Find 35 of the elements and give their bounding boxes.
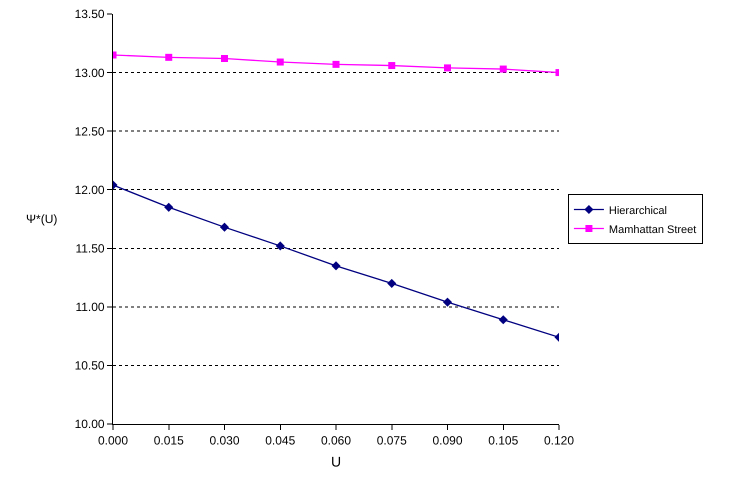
point: [276, 58, 284, 66]
y-tick-label: 11.00: [75, 300, 105, 314]
x-tick-label: 0.060: [320, 433, 352, 448]
point: [387, 278, 396, 288]
point: [164, 202, 174, 212]
point: [221, 55, 228, 62]
x-tick-label: 0.000: [98, 433, 128, 448]
point: [332, 60, 340, 68]
point: [331, 261, 341, 270]
x-tick-label: 0.030: [209, 433, 240, 448]
point: [498, 315, 508, 324]
y-tick-label: 12.50: [74, 124, 105, 138]
point: [444, 64, 451, 72]
x-tick-label: 0.120: [544, 433, 574, 448]
y-tick-label: 10.00: [74, 417, 105, 432]
y-axis-title: Ψ*(U): [26, 212, 58, 226]
y-tick-label: 13.50: [74, 7, 105, 22]
y-tick-label: 12.00: [74, 182, 105, 197]
legend-label: Mamhattan Street: [608, 224, 696, 236]
point: [388, 62, 396, 70]
point: [165, 54, 172, 61]
x-axis-title: U: [330, 454, 342, 470]
point: [276, 241, 285, 250]
y-tick-label: 10.50: [74, 358, 105, 373]
x-tick-label: 0.075: [376, 433, 408, 448]
y-tick-label: 13.00: [74, 66, 105, 80]
legend-label: Hierarchical: [608, 204, 667, 217]
y-tick-label: 11.50: [75, 241, 105, 256]
x-tick-label: 0.090: [432, 433, 463, 448]
x-tick-label: 0.105: [488, 433, 519, 448]
point: [442, 298, 452, 307]
x-tick-label: 0.045: [265, 433, 296, 448]
point: [500, 66, 507, 73]
point: [220, 222, 230, 232]
x-tick-label: 0.015: [154, 433, 184, 448]
